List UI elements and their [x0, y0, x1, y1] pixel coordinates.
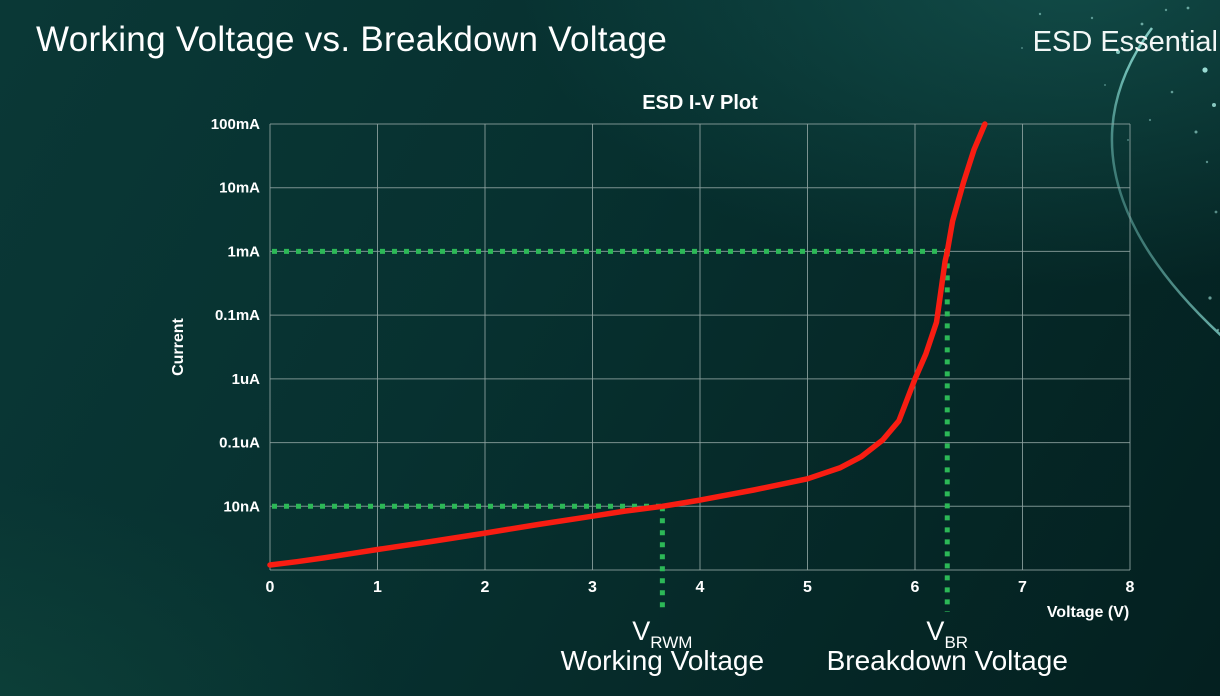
- x-tick-label: 0: [266, 579, 275, 596]
- x-tick-label: 2: [481, 579, 490, 596]
- y-tick-label: 1mA: [227, 243, 260, 260]
- x-tick-label: 4: [696, 579, 705, 596]
- x-tick-label: 1: [373, 579, 382, 596]
- marker-caption: Breakdown Voltage: [827, 645, 1068, 676]
- marker-symbol: VRWM: [632, 616, 692, 652]
- y-tick-label: 10nA: [223, 498, 260, 515]
- marker-symbol: VBR: [926, 616, 968, 652]
- x-tick-label: 8: [1126, 579, 1135, 596]
- x-axis-label: Voltage (V): [1047, 604, 1129, 621]
- iv-curve: [267, 121, 988, 568]
- page-title: Working Voltage vs. Breakdown Voltage: [36, 20, 668, 59]
- y-axis-label: Current: [170, 317, 187, 375]
- y-tick-label: 0.1uA: [219, 435, 260, 452]
- y-tick-label: 1uA: [232, 371, 261, 388]
- marker-caption: Working Voltage: [561, 645, 764, 676]
- x-tick-label: 7: [1018, 579, 1027, 596]
- y-tick-label: 10mA: [219, 180, 260, 197]
- y-tick-label: 100mA: [211, 116, 260, 133]
- chart-title: ESD I-V Plot: [642, 92, 758, 114]
- x-tick-label: 5: [803, 579, 812, 596]
- x-tick-label: 3: [588, 579, 597, 596]
- y-tick-label: 0.1mA: [215, 307, 260, 324]
- brand-logo-text: ESD Essential: [1032, 26, 1218, 58]
- x-tick-label: 6: [911, 579, 920, 596]
